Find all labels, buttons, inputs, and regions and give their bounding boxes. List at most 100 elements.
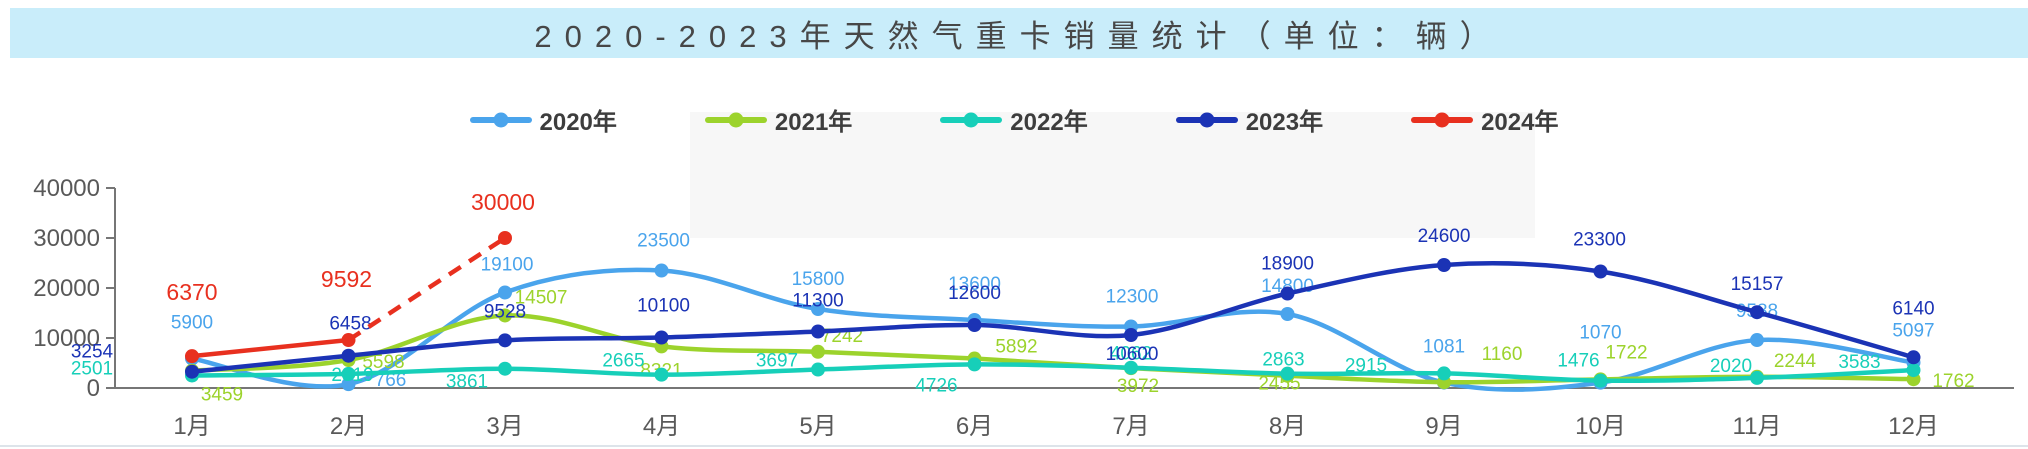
value-label-2021年: 1762 — [1932, 371, 1974, 392]
x-axis-month-label: 9月 — [1425, 413, 1462, 440]
legend-label: 2022年 — [1010, 109, 1088, 136]
value-label-2023年: 12600 — [948, 283, 1001, 304]
y-axis-tick-label: 20000 — [33, 275, 100, 302]
data-point-2024年 — [341, 333, 356, 348]
data-point-2023年 — [498, 333, 512, 348]
legend-marker-icon — [469, 112, 532, 127]
data-point-2022年 — [811, 362, 825, 377]
value-label-2022年: 2501 — [71, 358, 113, 379]
data-point-2023年 — [185, 364, 199, 379]
value-label-2022年: 3583 — [1838, 352, 1880, 373]
value-label-2021年: 2455 — [1258, 374, 1300, 395]
x-axis-month-label: 4月 — [643, 413, 680, 440]
value-label-2022年: 4726 — [915, 375, 957, 396]
data-point-2022年 — [1437, 366, 1451, 381]
value-label-2022年: 4062 — [1110, 344, 1152, 365]
value-label-2020年: 15800 — [792, 269, 845, 290]
value-label-2023年: 11300 — [792, 291, 843, 312]
data-point-2023年 — [967, 318, 982, 332]
data-point-2022年 — [1906, 363, 1921, 378]
data-point-2023年 — [654, 330, 669, 345]
y-axis-tick-label: 40000 — [33, 175, 100, 202]
data-point-2024年 — [498, 231, 512, 245]
data-point-2022年 — [654, 367, 669, 382]
data-point-2020年 — [654, 263, 669, 278]
data-point-2022年 — [1280, 366, 1295, 381]
data-point-2021年 — [811, 344, 825, 359]
data-point-2024年 — [185, 349, 199, 364]
data-point-2023年 — [1750, 305, 1764, 320]
y-axis-tick-label: 10000 — [33, 325, 100, 352]
legend-dot-icon — [493, 112, 509, 127]
value-label-2023年: 9528 — [484, 301, 526, 322]
data-point-2022年 — [341, 366, 356, 381]
value-label-2021年: 14507 — [515, 287, 568, 308]
value-label-2023年: 18900 — [1261, 254, 1314, 275]
data-point-2022年 — [1124, 360, 1138, 375]
data-point-2023年 — [1906, 350, 1921, 365]
data-point-2020年 — [811, 302, 825, 316]
x-axis-month-label: 10月 — [1575, 413, 1626, 440]
value-label-2020年: 13600 — [948, 274, 1001, 295]
y-axis-tick-label: 0 — [87, 375, 100, 402]
data-point-2020年 — [341, 377, 356, 392]
data-point-2023年 — [811, 324, 825, 339]
y-axis-tick-label: 30000 — [33, 225, 100, 252]
x-axis-month-label: 1月 — [173, 413, 210, 440]
value-label-2020年: 1070 — [1579, 323, 1621, 344]
x-axis-month-label: 8月 — [1269, 413, 1306, 440]
data-point-2022年 — [498, 361, 512, 376]
value-label-2023年: 6458 — [329, 314, 371, 335]
value-label-2021年: 1722 — [1605, 342, 1647, 363]
legend-marker-icon — [1411, 112, 1474, 127]
value-label-2023年: 3254 — [71, 342, 114, 363]
data-point-2020年 — [1750, 333, 1764, 348]
legend-label: 2021年 — [774, 109, 853, 136]
watermark-patch — [690, 112, 1535, 238]
legend-marker-icon — [704, 112, 767, 127]
value-label-2022年: 2020 — [1710, 356, 1752, 377]
value-label-2022年: 2665 — [602, 351, 644, 372]
legend-item-2021年[interactable]: 2021年 — [704, 102, 853, 137]
legend-marker-icon — [1175, 112, 1238, 127]
value-label-2021年: 2244 — [1774, 351, 1817, 372]
value-label-2021年: 3459 — [201, 385, 243, 406]
legend-dot-icon — [1199, 112, 1215, 127]
value-label-2024年: 30000 — [471, 189, 535, 215]
value-label-2023年: 10600 — [1106, 344, 1159, 365]
data-point-2022年 — [967, 357, 982, 372]
chart-title-bar: 2020-2023年天然气重卡销量统计（单位：辆） — [10, 8, 2028, 58]
value-label-2023年: 23300 — [1573, 230, 1626, 251]
value-label-2023年: 24600 — [1418, 226, 1471, 247]
value-label-2024年: 6370 — [166, 279, 217, 305]
legend-item-2023年[interactable]: 2023年 — [1175, 102, 1324, 137]
series-line-2023年 — [189, 261, 1916, 374]
value-label-2022年: 3697 — [756, 351, 798, 372]
legend-item-2024年[interactable]: 2024年 — [1411, 102, 1558, 137]
data-point-2023年 — [1437, 258, 1451, 272]
x-axis-month-label: 3月 — [486, 413, 523, 440]
value-label-2022年: 2863 — [1262, 350, 1304, 371]
value-label-2024年: 9592 — [321, 266, 372, 292]
legend-dot-icon — [728, 112, 744, 127]
value-label-2020年: 12300 — [1106, 287, 1159, 308]
data-point-2020年 — [498, 285, 512, 300]
legend-item-2020年[interactable]: 2020年 — [469, 102, 617, 137]
x-axis-month-label: 11月 — [1733, 413, 1782, 440]
legend-item-2022年[interactable]: 2022年 — [940, 102, 1088, 137]
data-point-2022年 — [1750, 370, 1764, 385]
x-axis-month-label: 12月 — [1888, 413, 1939, 440]
value-label-2020年: 23500 — [637, 231, 690, 252]
legend-label: 2020年 — [539, 109, 617, 136]
legend-label: 2023年 — [1245, 109, 1324, 136]
value-label-2023年: 6140 — [1892, 298, 1934, 319]
data-point-2023年 — [341, 348, 356, 363]
data-point-2020年 — [1280, 307, 1295, 321]
value-label-2021年: 5598 — [362, 352, 404, 373]
value-label-2022年: 2915 — [1345, 355, 1387, 376]
value-label-2022年: 3861 — [446, 372, 488, 393]
value-label-2021年: 3972 — [1117, 376, 1159, 397]
data-point-2021年 — [498, 308, 512, 323]
x-axis-month-label: 2月 — [330, 413, 367, 440]
